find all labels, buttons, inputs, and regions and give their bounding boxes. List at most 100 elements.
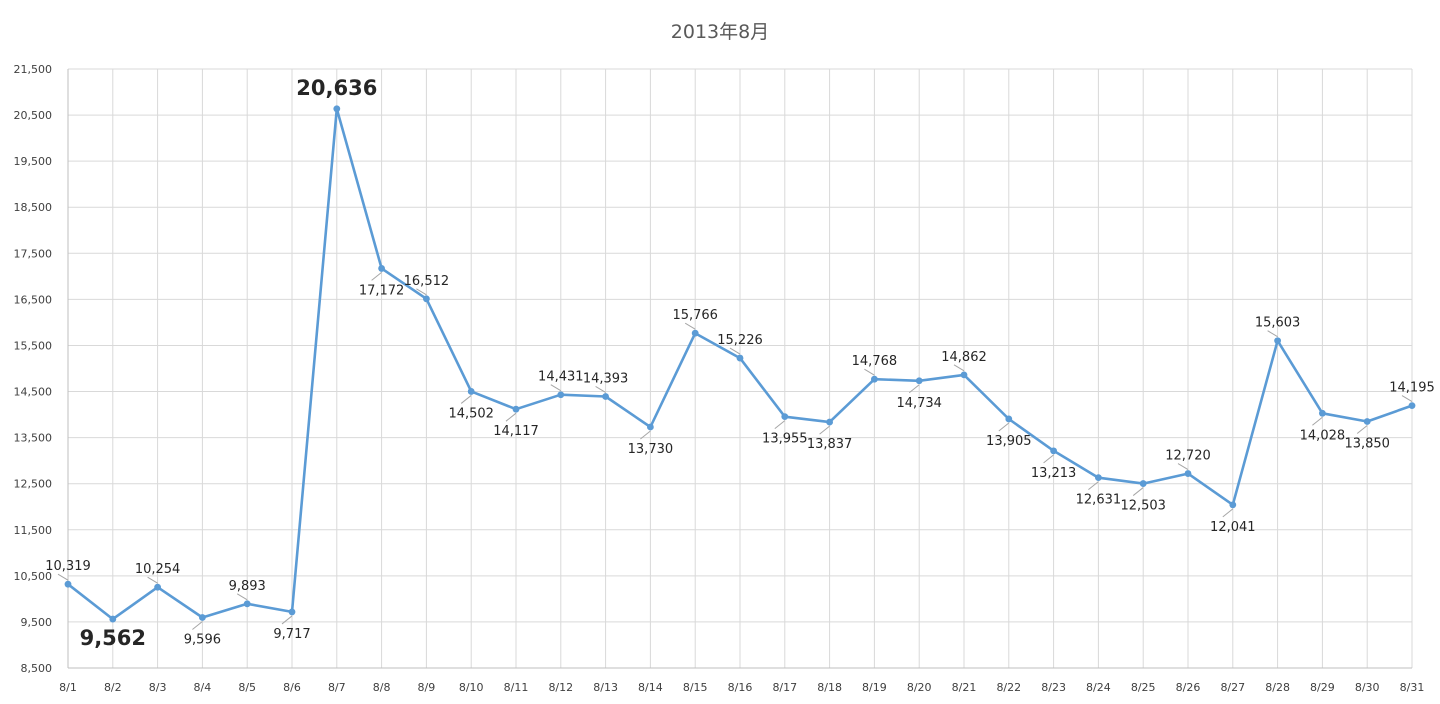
x-tick-label: 8/11 [504, 681, 529, 694]
label-leader-line [1132, 487, 1144, 496]
x-tick-label: 8/4 [194, 681, 212, 694]
data-point [826, 418, 833, 426]
data-label: 14,862 [941, 350, 987, 365]
x-tick-label: 8/12 [548, 681, 573, 694]
label-leader-line [147, 576, 158, 584]
x-tick-label: 8/7 [328, 681, 346, 694]
x-tick-label: 8/30 [1355, 681, 1380, 694]
data-point [736, 354, 744, 362]
data-label: 15,226 [717, 333, 763, 348]
data-point [781, 413, 789, 421]
y-tick-label: 11,500 [14, 524, 53, 537]
x-tick-label: 8/20 [907, 681, 932, 694]
data-label: 10,319 [45, 559, 91, 574]
y-tick-label: 8,500 [21, 662, 53, 675]
y-tick-label: 14,500 [14, 386, 53, 399]
x-tick-label: 8/19 [862, 681, 887, 694]
series-group [64, 105, 1416, 623]
y-tick-label: 17,500 [14, 247, 53, 260]
data-label: 12,720 [1165, 449, 1211, 464]
y-tick-label: 15,500 [14, 339, 53, 352]
data-point [378, 265, 385, 272]
x-tick-label: 8/15 [683, 681, 708, 694]
x-tick-label: 8/22 [996, 681, 1021, 694]
data-label: 15,766 [672, 308, 718, 323]
label-leader-line [1267, 330, 1278, 338]
label-leader-line [1222, 508, 1234, 518]
max-data-label: 20,636 [296, 76, 377, 100]
label-leader-line [281, 615, 293, 625]
data-point [1274, 337, 1281, 345]
label-leader-line [1043, 454, 1054, 464]
y-axis-ticks: 8,500 9,500 10,500 11,500 12,500 13,500 14,500… [14, 63, 53, 675]
x-tick-label: 8/24 [1086, 681, 1111, 694]
x-tick-label: 8/2 [104, 681, 122, 694]
y-tick-label: 13,500 [14, 432, 53, 445]
data-point [960, 371, 968, 379]
x-tick-label: 8/1 [59, 681, 77, 694]
data-point [1050, 447, 1057, 455]
x-tick-label: 8/9 [418, 681, 436, 694]
data-point [1229, 501, 1237, 509]
label-leader-line [640, 430, 651, 440]
label-leader-line [505, 412, 517, 422]
label-leader-line [416, 288, 427, 296]
x-tick-label: 8/23 [1041, 681, 1066, 694]
data-point [557, 391, 565, 399]
label-leader-line [819, 425, 830, 435]
y-tick-label: 19,500 [14, 155, 53, 168]
data-label: 12,503 [1120, 499, 1166, 514]
label-leader-line [1312, 416, 1323, 426]
data-point [602, 393, 609, 400]
data-point [288, 608, 296, 616]
data-label: 14,195 [1389, 381, 1435, 396]
label-leader-line [953, 364, 965, 372]
x-tick-label: 8/8 [373, 681, 391, 694]
label-leader-line [1401, 395, 1413, 403]
data-label: 12,041 [1210, 520, 1256, 535]
label-leader-line [550, 384, 562, 392]
data-label: 14,117 [493, 424, 539, 439]
x-tick-label: 8/16 [728, 681, 753, 694]
data-point [871, 375, 878, 383]
label-leader-line [192, 621, 203, 630]
data-point [1005, 415, 1013, 423]
x-tick-label: 8/31 [1400, 681, 1425, 694]
x-tick-label: 8/5 [238, 681, 256, 694]
data-point [199, 614, 206, 621]
label-leader-line [864, 368, 875, 376]
x-axis-ticks: 8/1 8/2 8/3 8/4 8/5 8/6 8/7 8/8 8/9 8/10 8/11 8/12 8… [59, 681, 1424, 694]
gridlines [67, 68, 1413, 669]
data-label: 17,172 [359, 283, 405, 298]
min-data-label: 9,562 [80, 626, 146, 650]
data-point [1095, 474, 1102, 482]
label-leader-line [57, 573, 69, 581]
data-point [1184, 470, 1192, 477]
axes [67, 69, 1412, 669]
label-leader-line [908, 384, 920, 394]
data-label: 9,893 [229, 579, 266, 594]
y-tick-label: 21,500 [14, 63, 53, 76]
data-point [109, 615, 117, 623]
y-tick-label: 18,500 [14, 201, 53, 214]
data-label: 14,431 [538, 370, 584, 385]
data-point [467, 388, 475, 395]
data-label: 14,393 [583, 371, 629, 386]
data-label: 10,254 [135, 562, 181, 577]
data-point [691, 329, 699, 337]
data-label: 13,905 [986, 434, 1032, 449]
label-leader-line [236, 593, 248, 601]
data-label: 13,955 [762, 432, 808, 447]
x-tick-label: 8/26 [1176, 681, 1201, 694]
label-leader-line [371, 272, 382, 281]
label-leader-line [595, 386, 606, 393]
data-label: 13,730 [628, 442, 674, 457]
x-tick-label: 8/29 [1310, 681, 1335, 694]
data-labels: 10,319 9,562 10,254 9,596 9,893 9,717 20,636 17… [45, 76, 1435, 650]
x-tick-label: 8/27 [1220, 681, 1245, 694]
data-label: 16,512 [404, 274, 450, 289]
data-point [1363, 418, 1371, 425]
label-leader-line [1088, 481, 1099, 491]
